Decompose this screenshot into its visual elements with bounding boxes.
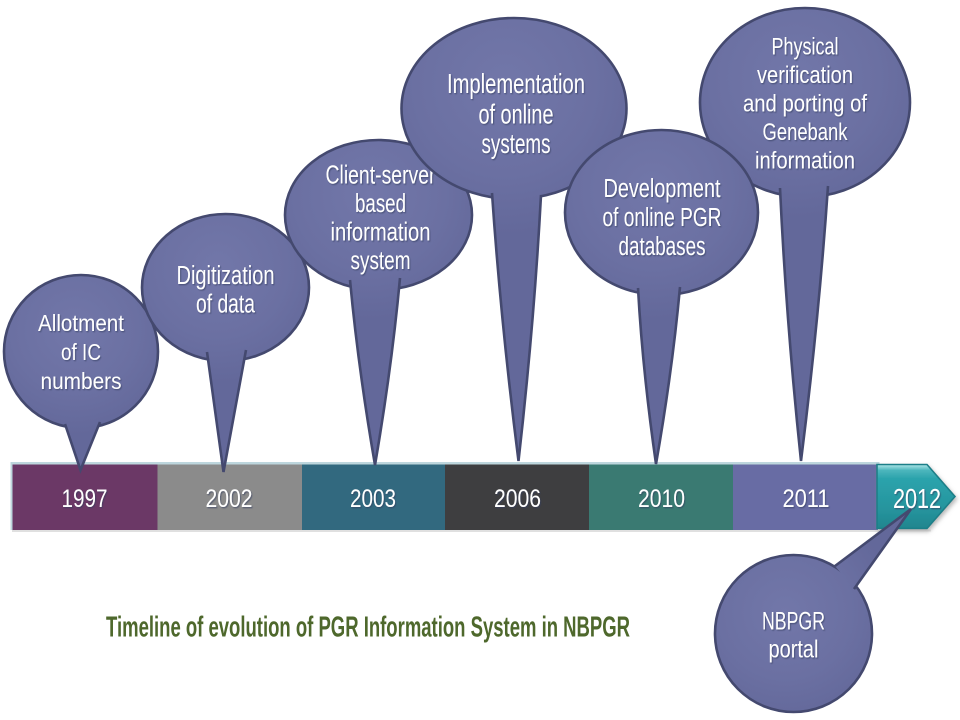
- svg-text:2011: 2011: [783, 485, 830, 513]
- svg-text:information: information: [331, 217, 431, 247]
- svg-text:Client-server: Client-server: [326, 160, 436, 190]
- svg-text:1997: 1997: [62, 485, 108, 513]
- svg-text:2006: 2006: [494, 485, 541, 513]
- svg-text:verification: verification: [757, 62, 853, 89]
- svg-text:Timeline of evolution of PGR I: Timeline of evolution of PGR Information…: [106, 612, 630, 644]
- svg-text:databases: databases: [619, 233, 706, 261]
- svg-text:numbers: numbers: [41, 368, 122, 394]
- svg-text:system: system: [351, 245, 411, 275]
- svg-text:information: information: [755, 148, 855, 175]
- svg-text:portal: portal: [769, 636, 819, 664]
- svg-text:Development: Development: [604, 175, 721, 203]
- svg-text:NBPGR: NBPGR: [762, 608, 825, 636]
- svg-text:2012: 2012: [893, 483, 941, 514]
- svg-text:Genebank: Genebank: [763, 119, 849, 146]
- svg-text:2010: 2010: [638, 485, 685, 513]
- svg-text:systems: systems: [482, 128, 551, 159]
- svg-text:2003: 2003: [350, 485, 396, 513]
- svg-text:of online PGR: of online PGR: [603, 204, 722, 232]
- svg-text:and porting of: and porting of: [743, 91, 867, 118]
- svg-text:of IC: of IC: [61, 339, 101, 365]
- svg-text:Digitization: Digitization: [177, 262, 275, 290]
- svg-text:Implementation: Implementation: [447, 68, 585, 99]
- svg-text:Allotment: Allotment: [38, 310, 125, 336]
- svg-text:of data: of data: [196, 291, 256, 319]
- svg-text:Physical: Physical: [772, 34, 839, 61]
- svg-text:based: based: [355, 188, 406, 218]
- svg-text:of online: of online: [479, 99, 554, 130]
- svg-text:2002: 2002: [206, 485, 253, 513]
